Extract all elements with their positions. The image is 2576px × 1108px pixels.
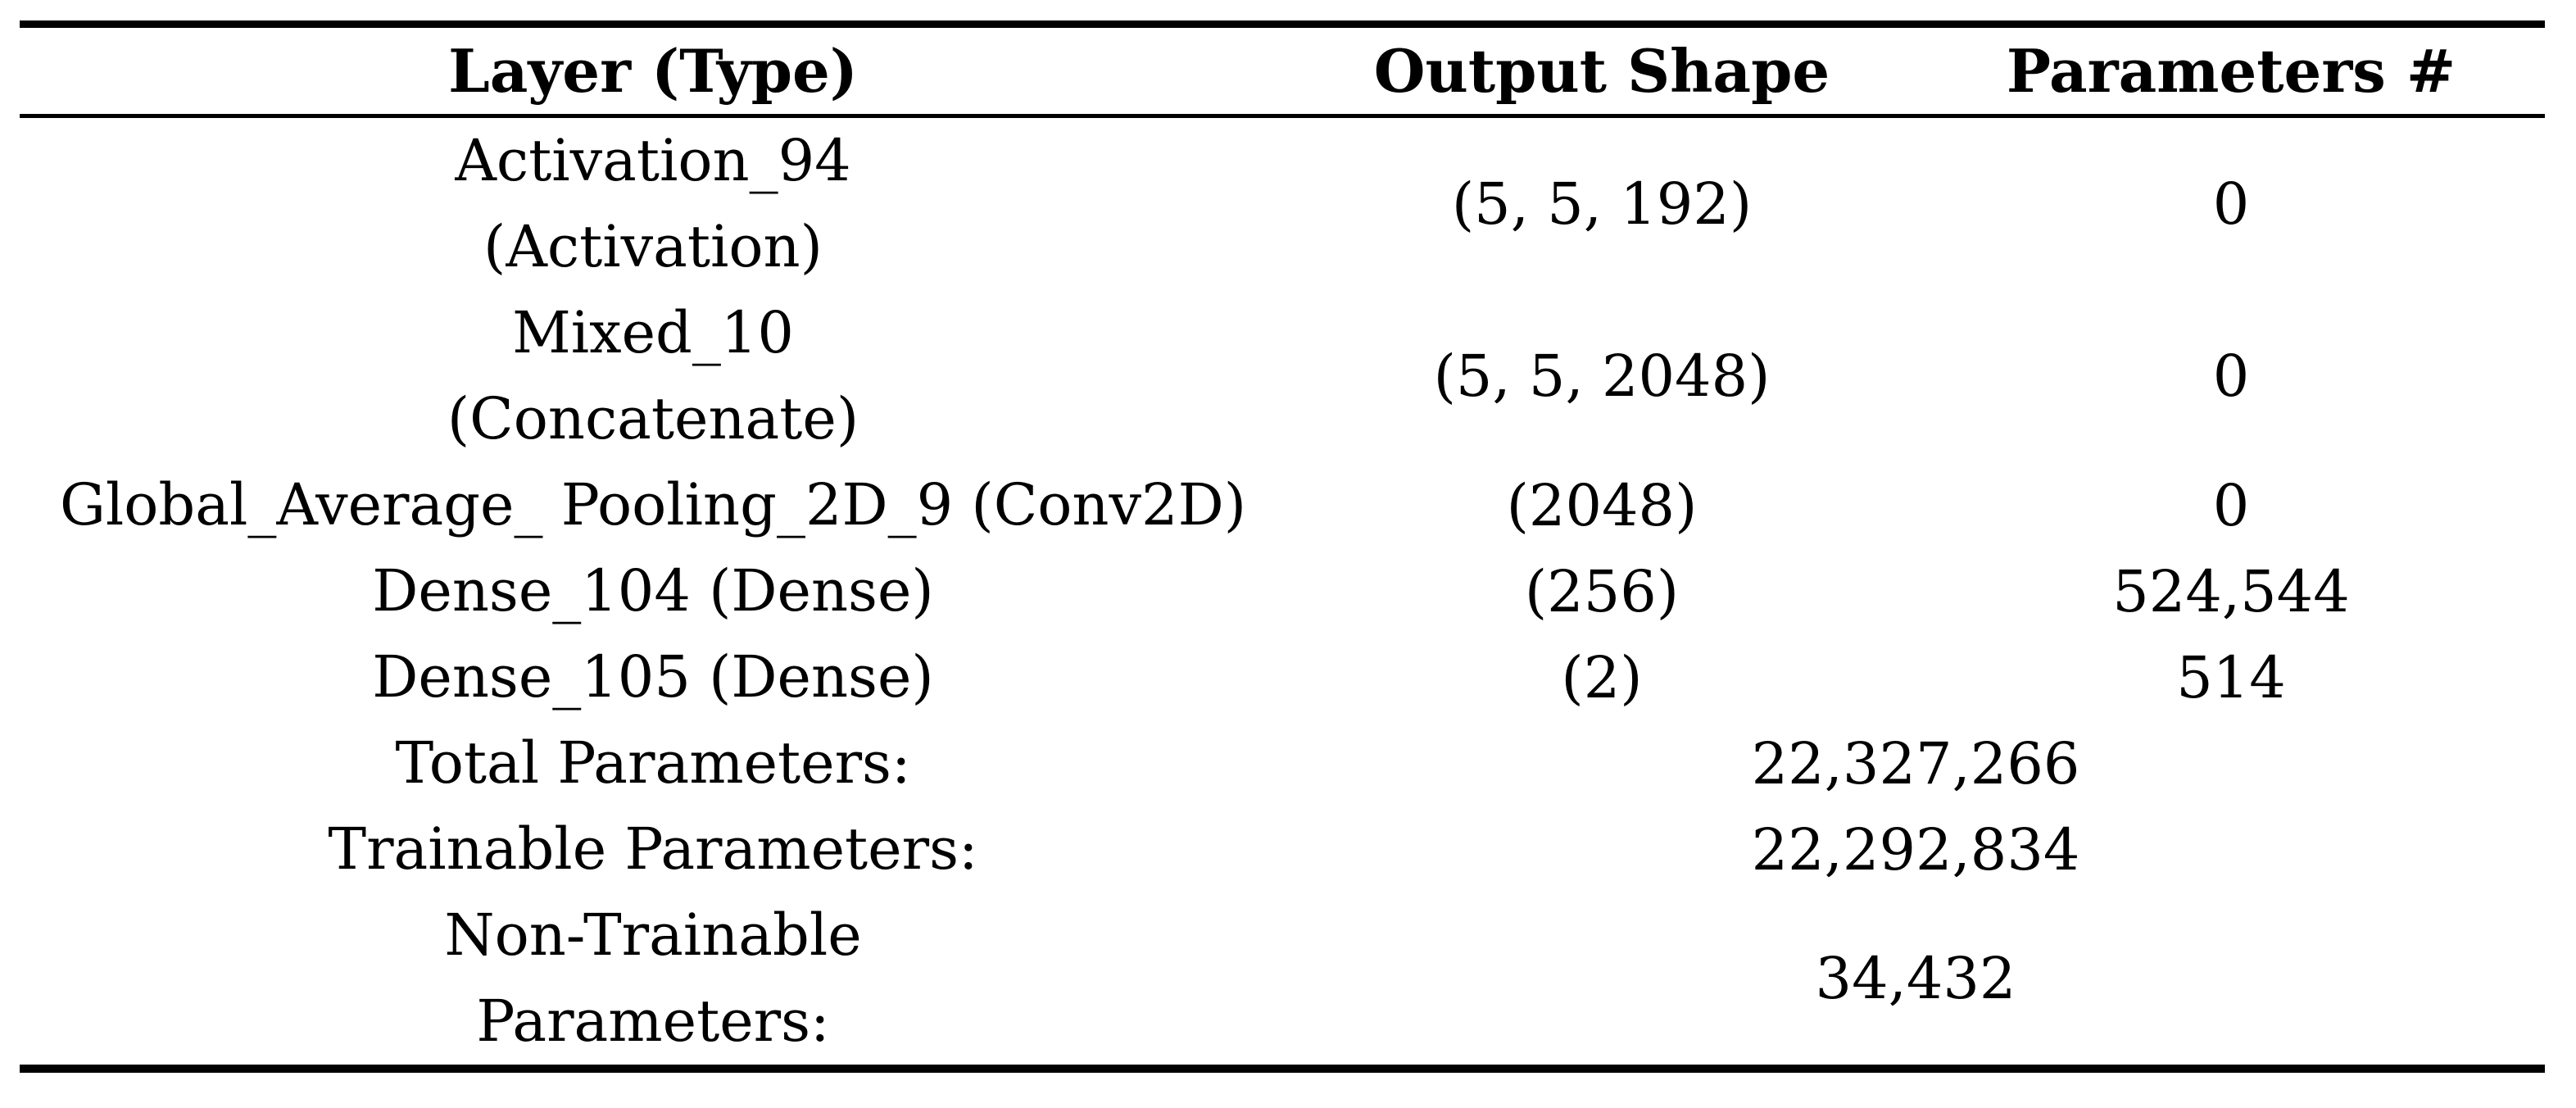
summary-label-cell: Non-Trainable Parameters: (20, 892, 1286, 1069)
layer-cell: Global_Average_ Pooling_2D_9 (Conv2D) (20, 462, 1286, 548)
summary-label-line2: Parameters: (476, 988, 830, 1055)
summary-label-line: Non-Trainable (444, 901, 862, 969)
layer-name-line: Dense_105 (Dense) (372, 643, 934, 711)
parameters-cell: 0 (2212, 170, 2250, 238)
table-row: Dense_105 (Dense) (2) 514 (20, 634, 2545, 720)
table-row: Mixed_10 (Concatenate) (5, 5, 2048) 0 (20, 290, 2545, 462)
summary-value-cell: 22,327,266 (1751, 729, 2080, 797)
parameters-cell: 514 (2176, 643, 2286, 711)
output-shape-cell: (2048) (1506, 471, 1698, 539)
table-row: Global_Average_ Pooling_2D_9 (Conv2D) (2… (20, 462, 2545, 548)
layer-cell: Activation_94 (Activation) (20, 116, 1286, 291)
layer-type-line: (Concatenate) (447, 385, 859, 452)
layer-name-line: Activation_94 (455, 127, 851, 194)
parameters-cell: 0 (2212, 343, 2250, 410)
layer-cell: Dense_105 (Dense) (20, 634, 1286, 720)
output-shape-cell: (5, 5, 192) (1451, 170, 1753, 238)
output-shape-cell: (5, 5, 2048) (1433, 343, 1771, 410)
table-row: Dense_104 (Dense) (256) 524,544 (20, 548, 2545, 634)
model-summary-table: Layer (Type) Output Shape Parameters # A… (20, 20, 2545, 1073)
header-layer-type: Layer (Type) (20, 24, 1286, 118)
header-output-shape: Output Shape (1286, 24, 1917, 118)
parameters-cell: 0 (2212, 471, 2250, 539)
parameters-cell: 524,544 (2112, 557, 2350, 625)
layer-name-line: Dense_104 (Dense) (372, 557, 934, 624)
summary-row-trainable: Trainable Parameters: 22,292,834 (20, 806, 2545, 892)
layer-type-line: (Activation) (483, 213, 823, 280)
header-parameters: Parameters # (1917, 24, 2545, 118)
table-header-row: Layer (Type) Output Shape Parameters # (20, 24, 2545, 118)
summary-label-line: Total Parameters: (395, 729, 911, 797)
layer-name-line: Global_Average_ Pooling_2D_9 (Conv2D) (59, 471, 1247, 538)
layer-cell: Dense_104 (Dense) (20, 548, 1286, 634)
summary-value-cell: 22,292,834 (1751, 815, 2080, 883)
summary-row-total: Total Parameters: 22,327,266 (20, 720, 2545, 806)
layer-name-line: Mixed_10 (512, 299, 794, 366)
output-shape-cell: (256) (1524, 557, 1680, 625)
summary-label-cell: Trainable Parameters: (20, 806, 1286, 892)
summary-label-cell: Total Parameters: (20, 720, 1286, 806)
summary-value-cell: 34,432 (1815, 945, 2016, 1012)
summary-label-line: Trainable Parameters: (328, 815, 978, 883)
table-row: Activation_94 (Activation) (5, 5, 192) 0 (20, 116, 2545, 291)
output-shape-cell: (2) (1561, 643, 1643, 711)
summary-row-non-trainable: Non-Trainable Parameters: 34,432 (20, 892, 2545, 1069)
layer-cell: Mixed_10 (Concatenate) (20, 290, 1286, 462)
